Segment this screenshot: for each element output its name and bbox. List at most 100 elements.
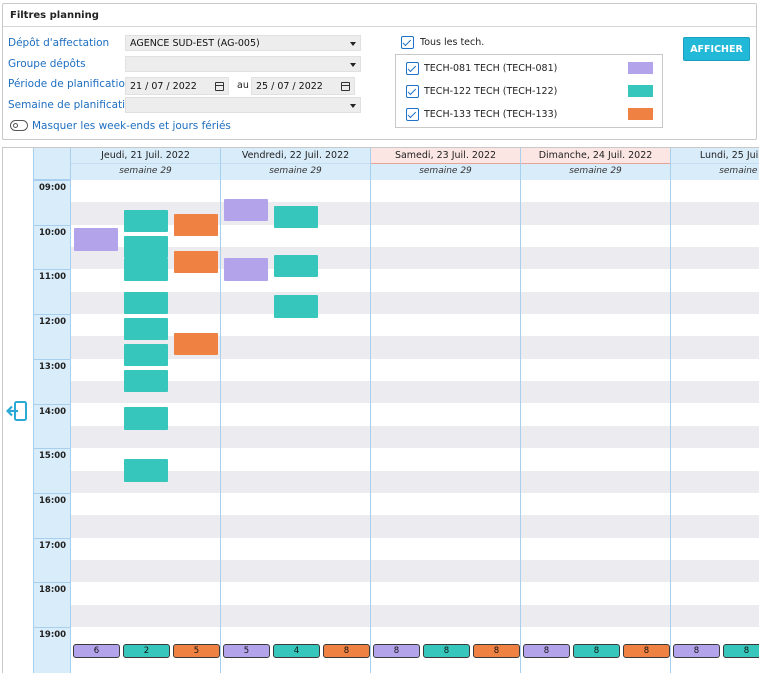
tech-count-badge[interactable]: 8 (423, 644, 470, 658)
depot-label: Dépôt d'affectation (8, 37, 110, 49)
time-slot-row[interactable] (71, 470, 759, 493)
time-slot-row[interactable] (71, 224, 759, 248)
tech-label: TECH-081 TECH (TECH-081) (424, 63, 558, 74)
appointment-block[interactable] (124, 343, 168, 367)
calendar-icon[interactable] (341, 82, 350, 91)
time-slot-row[interactable] (71, 314, 759, 337)
all-techs-label: Tous les tech. (420, 37, 485, 48)
tech-checkbox[interactable] (406, 85, 419, 98)
hour-label: 16:00 (39, 495, 67, 506)
tech-count-badge[interactable]: 5 (173, 644, 220, 658)
tech-count-badge[interactable]: 8 (573, 644, 620, 658)
day-header[interactable]: Jeudi, 21 Juil. 2022 (71, 148, 220, 164)
week-label: semaine 29 (71, 164, 220, 180)
week-label: semaine 29 (671, 164, 759, 180)
appointment-block[interactable] (224, 198, 268, 221)
sign-out-icon[interactable] (6, 400, 29, 422)
date-to-input[interactable]: 25 / 07 / 2022 (251, 77, 355, 95)
time-column-header (34, 148, 72, 180)
time-column: 09:00 10:00 11:00 12:00 13:00 14:00 15:00 16:00… (33, 148, 72, 673)
time-slot-row[interactable] (71, 358, 759, 382)
tech-checkbox[interactable] (406, 62, 419, 75)
appointment-block[interactable] (124, 459, 168, 482)
hour-label: 09:00 (39, 183, 67, 193)
week-label: semaine 29 (221, 164, 370, 180)
appointment-block[interactable] (274, 254, 318, 277)
tech-count-badge[interactable]: 8 (523, 644, 570, 658)
time-slot-row[interactable] (71, 336, 759, 359)
tech-count-badge[interactable]: 6 (73, 644, 120, 658)
time-slot-row[interactable] (71, 381, 759, 404)
hour-label: 13:00 (39, 361, 67, 372)
tech-row: TECH-081 TECH (TECH-081) (396, 58, 662, 80)
day-header[interactable]: Samedi, 23 Juil. 2022 (371, 148, 520, 164)
tech-count-badge[interactable]: 4 (273, 644, 320, 658)
weekend-toggle-label[interactable]: Masquer les week-ends et jours fériés (32, 120, 231, 132)
date-from-value: 21 / 07 / 2022 (130, 81, 197, 92)
appointment-block[interactable] (274, 295, 318, 318)
tech-checkbox[interactable] (406, 108, 419, 121)
date-to-value: 25 / 07 / 2022 (256, 81, 323, 92)
time-slot-row[interactable] (71, 537, 759, 560)
weekend-toggle[interactable] (10, 120, 28, 131)
tech-count-badge[interactable]: 8 (623, 644, 670, 658)
appointment-block[interactable] (124, 369, 168, 393)
day-column: Vendredi, 22 Juil. 2022 semaine 29 5 4 8 (221, 148, 371, 673)
appointment-block[interactable] (174, 332, 218, 356)
filters-title: Filtres planning (3, 4, 756, 27)
tech-count-badge[interactable]: 8 (723, 644, 759, 658)
tech-count-badge[interactable]: 2 (123, 644, 170, 658)
time-slot-row[interactable] (71, 515, 759, 538)
tech-count-badge[interactable]: 8 (323, 644, 370, 658)
groupe-select[interactable] (125, 56, 361, 72)
appointment-block[interactable] (174, 250, 218, 274)
time-slot-row[interactable] (71, 180, 759, 203)
groupe-label: Groupe dépôts (8, 58, 86, 70)
time-slot-row[interactable] (71, 425, 759, 449)
date-from-input[interactable]: 21 / 07 / 2022 (125, 77, 229, 95)
time-slot-row[interactable] (71, 559, 759, 583)
tech-count-badge[interactable]: 8 (373, 644, 420, 658)
hour-tick (34, 627, 71, 628)
tech-count-badge[interactable]: 8 (673, 644, 720, 658)
hour-tick (34, 492, 71, 494)
appointment-block[interactable] (74, 228, 118, 251)
hour-label: 10:00 (39, 227, 67, 238)
hour-label: 19:00 (39, 630, 67, 640)
appointment-block[interactable] (124, 235, 168, 259)
time-slot-row[interactable] (71, 492, 759, 516)
chevron-down-icon (350, 63, 356, 67)
planning-calendar: 09:00 10:00 11:00 12:00 13:00 14:00 15:00 16:00… (2, 147, 759, 673)
time-slot-row[interactable] (71, 604, 759, 627)
hour-tick (34, 269, 71, 271)
time-slot-row[interactable] (71, 403, 759, 426)
time-slot-row[interactable] (71, 448, 759, 471)
calendar-icon[interactable] (215, 82, 224, 91)
tech-color-swatch (628, 85, 653, 97)
appointment-block[interactable] (124, 407, 168, 430)
afficher-button[interactable]: AFFICHER (683, 37, 750, 61)
appointment-block[interactable] (174, 213, 218, 236)
hour-label: 12:00 (39, 317, 67, 328)
day-header[interactable]: Lundi, 25 Juil. 2022 (671, 148, 759, 164)
week-label: semaine 29 (521, 164, 670, 180)
appointment-block[interactable] (124, 209, 168, 233)
appointment-block[interactable] (124, 291, 168, 315)
appointment-block[interactable] (124, 317, 168, 341)
hour-label: 18:00 (39, 585, 67, 596)
hour-label: 14:00 (39, 406, 67, 417)
appointment-block[interactable] (274, 206, 318, 229)
time-slot-row[interactable] (71, 291, 759, 315)
day-header[interactable]: Vendredi, 22 Juil. 2022 (221, 148, 370, 164)
day-header[interactable]: Dimanche, 24 Juil. 2022 (521, 148, 670, 164)
appointment-block[interactable] (124, 258, 168, 281)
week-label: semaine 29 (371, 164, 520, 180)
tech-count-badge[interactable]: 5 (223, 644, 270, 658)
appointment-block[interactable] (224, 258, 268, 281)
all-techs-checkbox[interactable] (401, 36, 414, 49)
tech-count-badge[interactable]: 8 (473, 644, 520, 658)
time-slot-row[interactable] (71, 582, 759, 605)
depot-select[interactable]: AGENCE SUD-EST (AG-005) (125, 35, 361, 51)
semaine-select[interactable] (125, 97, 361, 113)
